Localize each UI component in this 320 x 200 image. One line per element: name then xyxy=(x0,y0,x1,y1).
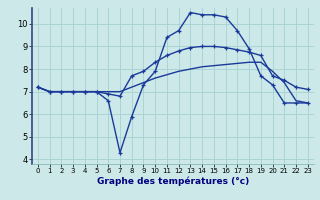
X-axis label: Graphe des températures (°c): Graphe des températures (°c) xyxy=(97,177,249,186)
